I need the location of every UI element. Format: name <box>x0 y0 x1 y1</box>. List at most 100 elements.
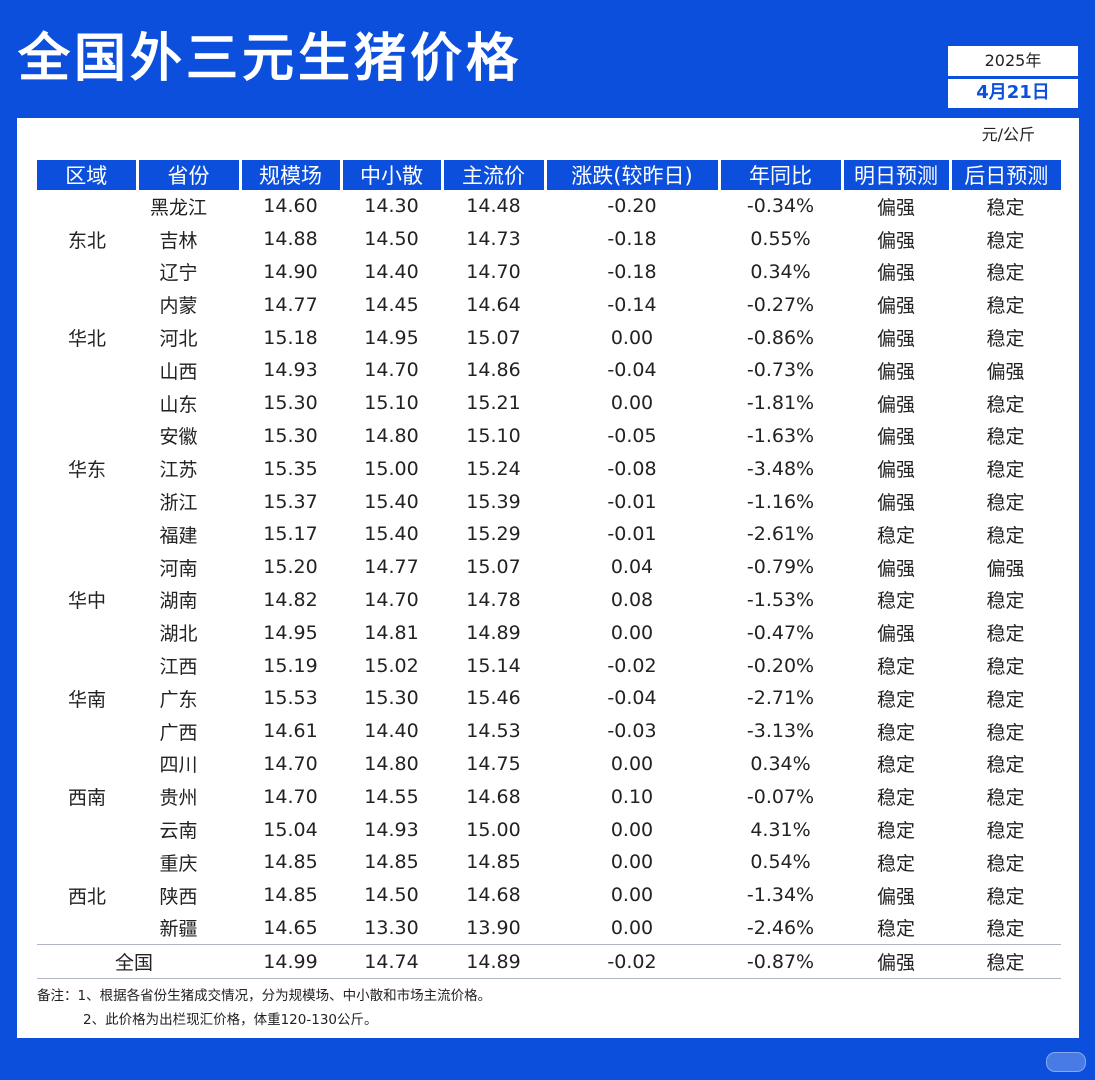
large-farm-price: 15.37 <box>263 490 318 513</box>
table-row: 福建 15.17 15.40 15.29 -0.01 -2.61% 稳定 稳定 <box>37 518 1061 551</box>
forecast-tomorrow: 偏强 <box>876 360 915 383</box>
yoy-change: -0.73% <box>746 359 815 382</box>
forecast-tomorrow: 偏强 <box>876 492 915 515</box>
mainstream-price: 15.07 <box>466 326 521 349</box>
province: 重庆 <box>159 852 198 875</box>
province: 云南 <box>159 820 198 843</box>
total-label: 全国 <box>115 944 218 980</box>
large-farm-price: 15.17 <box>263 523 318 546</box>
forecast-day-after: 稳定 <box>986 623 1025 646</box>
yoy-change: 0.34% <box>750 752 811 775</box>
header-yoy: 年同比 <box>717 160 842 190</box>
forecast-day-after: 稳定 <box>986 688 1025 711</box>
header-change: 涨跌(较昨日) <box>543 160 719 190</box>
table-row: 河北 15.18 14.95 15.07 0.00 -0.86% 偏强 稳定 <box>37 321 1061 354</box>
yoy-change: -2.61% <box>746 523 815 546</box>
table-row: 西北 重庆 14.85 14.85 14.85 0.00 0.54% 稳定 稳定 <box>37 846 1061 907</box>
province: 贵州 <box>159 787 198 810</box>
table-row: 吉林 14.88 14.50 14.73 -0.18 0.55% 偏强 稳定 <box>37 223 1061 256</box>
province: 广东 <box>159 688 198 711</box>
total-large-farm-price: 14.99 <box>240 944 341 980</box>
yoy-change: 0.55% <box>750 228 811 251</box>
yoy-change: -3.48% <box>746 457 815 480</box>
small-farm-price: 14.40 <box>364 260 419 283</box>
daily-change: -0.05 <box>607 424 657 447</box>
table-panel: 元/公斤 区域 省份 规模场 中小散 主流价 涨跌(较昨日) 年同比 明日预测 … <box>17 118 1079 1038</box>
forecast-tomorrow: 稳定 <box>876 656 915 679</box>
large-farm-price: 14.90 <box>263 260 318 283</box>
forecast-tomorrow: 偏强 <box>876 328 915 351</box>
mainstream-price: 14.86 <box>466 359 521 382</box>
header-tomorrow: 明日预测 <box>840 160 950 190</box>
forecast-tomorrow: 稳定 <box>876 918 915 941</box>
forecast-day-after: 稳定 <box>986 229 1025 252</box>
small-farm-price: 14.70 <box>364 359 419 382</box>
large-farm-price: 14.85 <box>263 884 318 907</box>
forecast-day-after: 稳定 <box>986 524 1025 547</box>
mainstream-price: 14.75 <box>466 752 521 775</box>
table-row: 山西 14.93 14.70 14.86 -0.04 -0.73% 偏强 偏强 <box>37 354 1061 387</box>
table-row: 湖南 14.82 14.70 14.78 0.08 -1.53% 稳定 稳定 <box>37 584 1061 617</box>
forecast-tomorrow: 稳定 <box>876 721 915 744</box>
page-title: 全国外三元生猪价格 <box>18 29 523 89</box>
small-farm-price: 14.55 <box>364 785 419 808</box>
daily-change: -0.01 <box>607 490 657 513</box>
yoy-change: -0.47% <box>746 621 815 644</box>
yoy-change: -2.46% <box>746 916 815 939</box>
daily-change: 0.00 <box>610 392 654 415</box>
forecast-day-after: 稳定 <box>986 885 1025 908</box>
daily-change: 0.00 <box>610 916 654 939</box>
header-day-after: 后日预测 <box>948 160 1061 190</box>
forecast-day-after: 稳定 <box>986 590 1025 613</box>
total-forecast-tomorrow: 偏强 <box>842 944 950 980</box>
daily-change: -0.08 <box>607 457 657 480</box>
daily-change: 0.10 <box>610 785 654 808</box>
province: 黑龙江 <box>149 196 207 219</box>
total-daily-change: -0.02 <box>545 944 719 980</box>
province: 新疆 <box>159 918 198 941</box>
yoy-change: -1.53% <box>746 588 815 611</box>
forecast-tomorrow: 稳定 <box>876 590 915 613</box>
large-farm-price: 14.82 <box>263 588 318 611</box>
small-farm-price: 14.80 <box>364 752 419 775</box>
forecast-day-after: 偏强 <box>986 557 1025 580</box>
note-2: 2、此价格为出栏现汇价格，体重120-130公斤。 <box>83 1012 378 1028</box>
yoy-change: -0.86% <box>746 326 815 349</box>
mainstream-price: 14.85 <box>466 851 521 874</box>
forecast-day-after: 稳定 <box>986 754 1025 777</box>
mainstream-price: 15.24 <box>466 457 521 480</box>
table-row: 安徽 15.30 14.80 15.10 -0.05 -1.63% 偏强 稳定 <box>37 420 1061 453</box>
forecast-tomorrow: 稳定 <box>876 754 915 777</box>
daily-change: 0.00 <box>610 818 654 841</box>
table-row: 贵州 14.70 14.55 14.68 0.10 -0.07% 稳定 稳定 <box>37 780 1061 813</box>
table-row: 湖北 14.95 14.81 14.89 0.00 -0.47% 偏强 稳定 <box>37 616 1061 649</box>
forecast-day-after: 稳定 <box>986 721 1025 744</box>
small-farm-price: 14.93 <box>364 818 419 841</box>
forecast-day-after: 稳定 <box>986 426 1025 449</box>
large-farm-price: 15.20 <box>263 556 318 579</box>
yoy-change: -0.20% <box>746 654 815 677</box>
daily-change: -0.04 <box>607 687 657 710</box>
daily-change: -0.02 <box>607 654 657 677</box>
yoy-change: 4.31% <box>750 818 811 841</box>
watermark-badge <box>1046 1052 1086 1072</box>
table-row: 辽宁 14.90 14.40 14.70 -0.18 0.34% 偏强 稳定 <box>37 256 1061 289</box>
small-farm-price: 14.85 <box>364 851 419 874</box>
large-farm-price: 15.35 <box>263 457 318 480</box>
table-row: 广西 14.61 14.40 14.53 -0.03 -3.13% 稳定 稳定 <box>37 715 1061 748</box>
forecast-day-after: 稳定 <box>986 656 1025 679</box>
province: 陕西 <box>159 885 198 908</box>
mainstream-price: 15.29 <box>466 523 521 546</box>
forecast-day-after: 稳定 <box>986 492 1025 515</box>
province: 福建 <box>159 524 198 547</box>
region-cell: 华中 <box>67 590 106 613</box>
mainstream-price: 15.14 <box>466 654 521 677</box>
forecast-tomorrow: 偏强 <box>876 262 915 285</box>
large-farm-price: 14.70 <box>263 785 318 808</box>
region-cell: 华东 <box>67 459 106 482</box>
table-row: 江苏 15.35 15.00 15.24 -0.08 -3.48% 偏强 稳定 <box>37 452 1061 485</box>
forecast-day-after: 稳定 <box>986 918 1025 941</box>
province: 山东 <box>159 393 198 416</box>
mainstream-price: 14.73 <box>466 228 521 251</box>
small-farm-price: 14.40 <box>364 720 419 743</box>
